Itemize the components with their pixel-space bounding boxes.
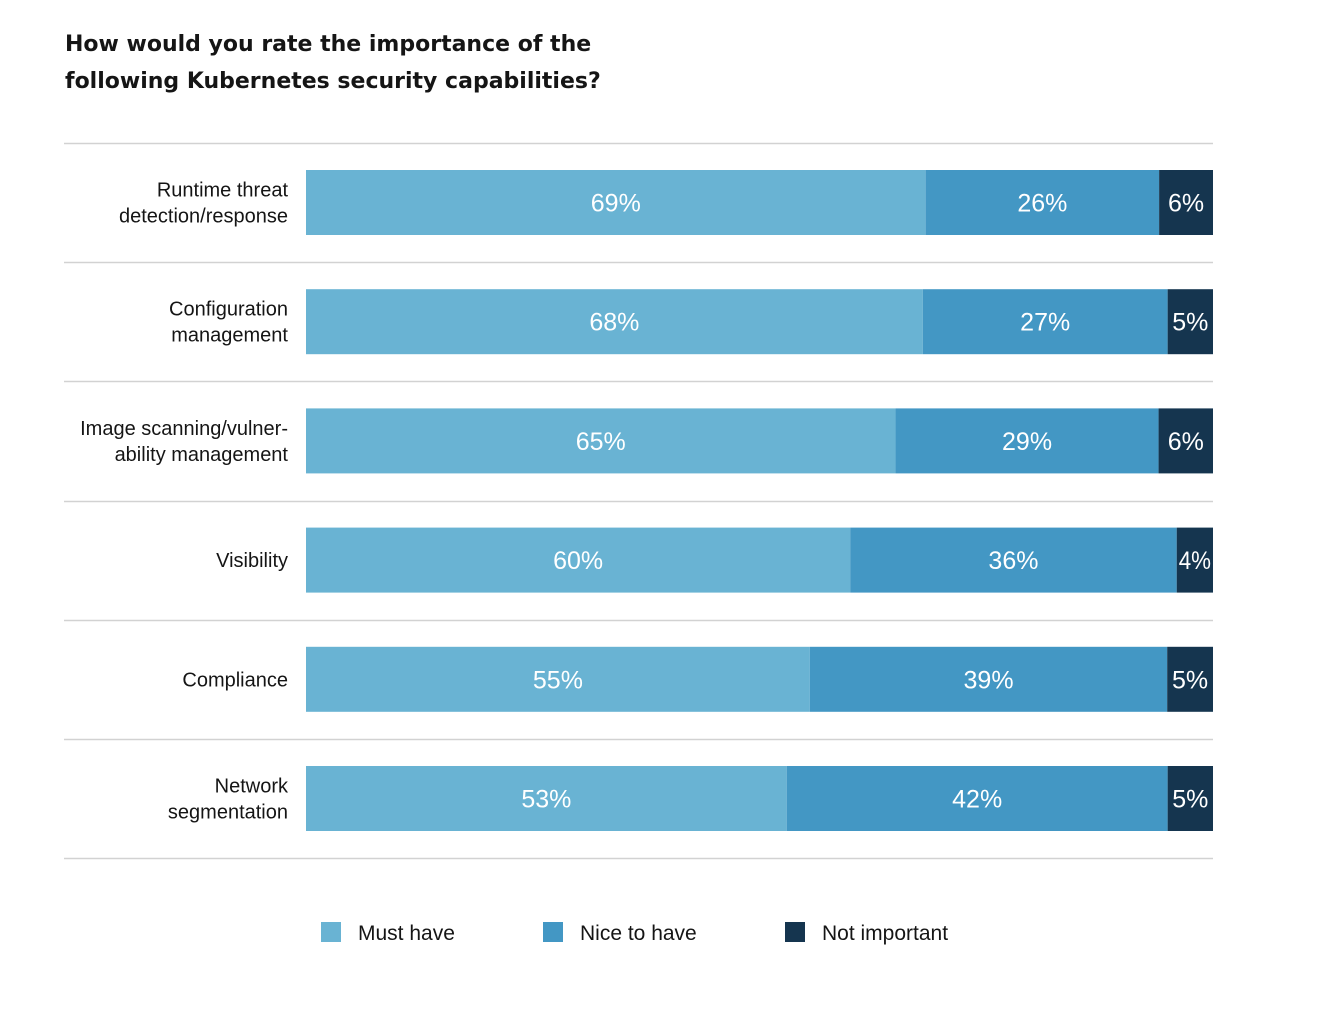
bar-value-label: 26% xyxy=(1017,190,1067,218)
bar-segment xyxy=(1159,170,1213,235)
bar-value-label: 65% xyxy=(576,428,626,456)
bar-value-label: 27% xyxy=(1020,309,1070,337)
bar-value-label: 68% xyxy=(589,309,639,337)
category-label: Configuration management xyxy=(169,299,288,347)
bar-segment xyxy=(809,646,1168,712)
bar-segment xyxy=(306,170,926,235)
bar-segment xyxy=(1176,527,1213,593)
bar-value-label: 6% xyxy=(1168,190,1204,218)
bar-segment xyxy=(306,766,787,831)
bar-segment xyxy=(306,408,896,474)
bar-segment xyxy=(922,289,1168,355)
bar-segment xyxy=(306,289,923,355)
bar-segment xyxy=(925,170,1160,235)
bar-value-label: 4% xyxy=(1179,547,1211,575)
bar-value-label: 53% xyxy=(521,786,571,814)
category-label: Compliance xyxy=(182,669,288,691)
bar-segment xyxy=(306,527,851,593)
legend-label: Nice to have xyxy=(580,922,697,945)
chart-title: How would you rate the importance of the… xyxy=(65,32,601,94)
legend-swatch xyxy=(543,922,563,942)
bar-value-label: 5% xyxy=(1172,666,1208,694)
legend: Must have Nice to have Not important xyxy=(321,922,948,945)
bar-value-label: 5% xyxy=(1172,309,1208,337)
legend-swatch xyxy=(785,922,805,942)
category-label: Network segmentation xyxy=(168,776,289,824)
bars: 69% 26% 6% 68% 27% 5% 65% 29% 6% 60% 36% 4% 55% 39% 5%… xyxy=(306,170,1213,831)
bar-value-label: 5% xyxy=(1172,786,1208,814)
bar-value-label: 42% xyxy=(952,786,1002,814)
category-label: Visibility xyxy=(216,550,288,572)
bar-value-label: 39% xyxy=(964,666,1014,694)
bar-value-label: 29% xyxy=(1002,428,1052,456)
bar-segment xyxy=(786,766,1168,831)
bar-value-label: 60% xyxy=(553,547,603,575)
bar-value-label: 36% xyxy=(988,547,1038,575)
bar-segment xyxy=(1167,766,1213,831)
bar-segment xyxy=(1167,646,1213,712)
bar-segment xyxy=(1167,289,1213,355)
bar-value-label: 6% xyxy=(1168,428,1204,456)
bar-segment xyxy=(850,527,1177,593)
row-divider-lines xyxy=(64,142,1213,860)
bar-segment xyxy=(1158,408,1213,474)
bar-segment xyxy=(306,646,810,712)
bar-segment xyxy=(895,408,1159,474)
category-label: Image scanning/vulner-ability management xyxy=(80,418,288,466)
category-labels: Runtime threat detection/response Configur… xyxy=(80,180,289,824)
category-label: Runtime threat detection/response xyxy=(119,180,288,228)
legend-label: Not important xyxy=(822,922,948,945)
legend-label: Must have xyxy=(358,922,455,945)
bar-value-label: 55% xyxy=(533,666,583,694)
legend-swatch xyxy=(321,922,341,942)
bar-value-label: 69% xyxy=(591,190,641,218)
